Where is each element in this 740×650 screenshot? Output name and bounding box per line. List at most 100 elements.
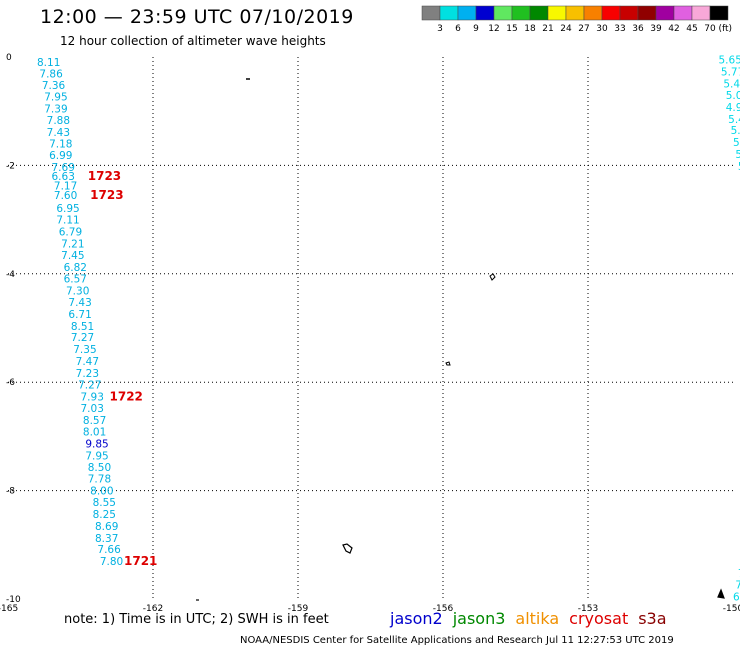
wave-height-point: 5.21 <box>731 125 740 137</box>
x-tick-label: -156 <box>433 604 454 614</box>
color-scale-swatch <box>457 5 477 21</box>
color-scale-swatch <box>691 5 711 21</box>
x-tick-label: -162 <box>143 604 163 614</box>
color-scale-swatch <box>547 5 567 21</box>
wave-height-point: 7.78 <box>88 474 111 486</box>
color-scale-label: 3 <box>437 24 443 34</box>
color-scale-swatch <box>439 5 459 21</box>
wave-height-point: 7.30 <box>66 286 89 298</box>
wave-height-point: 8.51 <box>71 321 94 333</box>
wave-height-point: 7.86 <box>39 68 63 80</box>
color-scale-swatch <box>601 5 621 21</box>
wave-height-point: 8.37 <box>95 533 118 545</box>
color-scale-swatch <box>583 5 603 21</box>
wave-height-point: 4.96 <box>726 102 740 114</box>
color-scale-swatch <box>709 5 729 21</box>
wave-height-point: 7.47 <box>76 356 99 368</box>
color-scale-label: 15 <box>506 24 517 34</box>
x-tick-label: -159 <box>288 604 309 614</box>
wave-height-point: 7.18 <box>49 139 72 151</box>
y-tick-label: 0 <box>6 53 12 63</box>
pass-time-label: 1722 <box>110 389 143 403</box>
wave-height-point: 5.46 <box>728 114 740 126</box>
legend-entry-s3a: s3a <box>638 609 667 628</box>
wave-height-point: 7.66 <box>97 544 121 556</box>
color-scale-swatch <box>655 5 675 21</box>
color-scale-swatch <box>493 5 513 21</box>
wave-height-point: 7.95 <box>44 92 67 104</box>
wave-height-point: 6.57 <box>64 274 87 286</box>
axis-tick-labels: 0 -2 -4 -6 -8 -10-165 -162 -159 -156 -153 -150 <box>0 53 740 614</box>
wave-height-point: 9.85 <box>85 438 108 450</box>
color-scale-swatch <box>529 5 549 21</box>
wave-height-point: 5.23 <box>735 149 740 161</box>
wave-height-point: 7.60 <box>54 190 77 202</box>
chart-subtitle: 12 hour collection of altimeter wave hei… <box>60 34 326 48</box>
color-scale-label: 39 <box>650 24 662 34</box>
wave-height-point: 7.82 <box>738 568 740 580</box>
wave-height-point: 7.35 <box>73 344 96 356</box>
legend-entry-cryosat: cryosat <box>569 609 629 628</box>
color-scale-label: 42 <box>668 24 679 34</box>
wave-height-point: 7.39 <box>44 103 67 115</box>
wave-height-point: 7.45 <box>61 250 84 262</box>
color-scale-swatch <box>637 5 657 21</box>
wave-height-point: 6.82 <box>64 262 87 274</box>
color-scale-label: 18 <box>524 24 536 34</box>
wave-height-point: 6.95 <box>56 203 79 215</box>
wave-height-point: 6.99 <box>49 150 72 162</box>
island-outline <box>342 543 353 554</box>
color-scale-label: 33 <box>614 24 625 34</box>
y-tick-label: -4 <box>6 270 15 280</box>
y-tick-label: -2 <box>6 161 15 171</box>
color-scale-label: 45 <box>686 24 697 34</box>
wave-height-point: 7.88 <box>47 115 70 127</box>
wave-height-point: 8.11 <box>37 57 60 69</box>
wave-height-point: 7.27 <box>78 379 101 391</box>
island-outline <box>717 588 725 599</box>
wave-height-point: 7.69 <box>52 162 75 174</box>
x-tick-label: -150 <box>723 604 740 614</box>
wave-height-point: 7.11 <box>56 215 79 227</box>
footer-note: note: 1) Time is in UTC; 2) SWH is in fe… <box>64 612 329 627</box>
wave-height-point: 7.24 <box>735 579 740 591</box>
wave-height-point: 7.17 <box>54 180 77 192</box>
color-scale-label: 9 <box>473 24 479 34</box>
x-tick-label: -165 <box>0 604 18 614</box>
color-scale-swatch <box>673 5 693 21</box>
y-tick-label: -10 <box>6 595 21 605</box>
wave-height-point: 7.27 <box>71 332 94 344</box>
wave-height-point: 6.71 <box>68 309 91 321</box>
wave-height-point: 7.23 <box>76 368 99 380</box>
y-tick-label: -8 <box>6 487 15 497</box>
color-scale-legend: 3 6 9 12 15 18 21 24 27 30 33 36 39 42 45 70 (ft) <box>421 5 732 34</box>
wave-height-point: 8.00 <box>90 486 113 498</box>
wave-height-point: 5.48 <box>723 79 740 91</box>
wave-height-point: 6.63 <box>52 171 75 183</box>
color-scale-swatch <box>565 5 585 21</box>
x-tick-label: -153 <box>578 604 598 614</box>
data-points-layer: 8.117.867.367.957.397.887.437.186.997.69… <box>37 55 740 604</box>
wave-height-point: 5.65 <box>719 55 740 67</box>
wave-height-point: 7.43 <box>68 297 91 309</box>
wave-height-point: 5.5 <box>738 161 740 173</box>
wave-height-point: 6.49 <box>733 591 740 603</box>
wave-height-point: 7.80 <box>100 556 123 568</box>
color-scale-label: 21 <box>542 24 553 34</box>
color-scale-swatch <box>421 5 441 21</box>
pass-time-label: 1721 <box>124 554 157 568</box>
color-scale-unit: (ft) <box>718 24 732 34</box>
wave-height-point: 7.43 <box>47 127 70 139</box>
island-outline <box>489 273 496 281</box>
satellite-legend: jason2 jason3 altika cryosat s3a <box>390 609 677 628</box>
wave-height-point: 8.69 <box>95 521 118 533</box>
island-outlines <box>196 78 725 601</box>
wave-height-point: 5.77 <box>721 67 740 79</box>
pass-time-label: 1723 <box>88 169 121 183</box>
color-scale-label: 6 <box>455 24 461 34</box>
footer-credit: NOAA/NESDIS Center for Satellite Applica… <box>240 635 674 646</box>
wave-height-point: 8.55 <box>93 497 116 509</box>
chart-title: 12:00 — 23:59 UTC 07/10/2019 <box>40 6 354 28</box>
wave-height-point: 7.21 <box>61 238 84 250</box>
wave-height-point: 7.03 <box>81 403 104 415</box>
